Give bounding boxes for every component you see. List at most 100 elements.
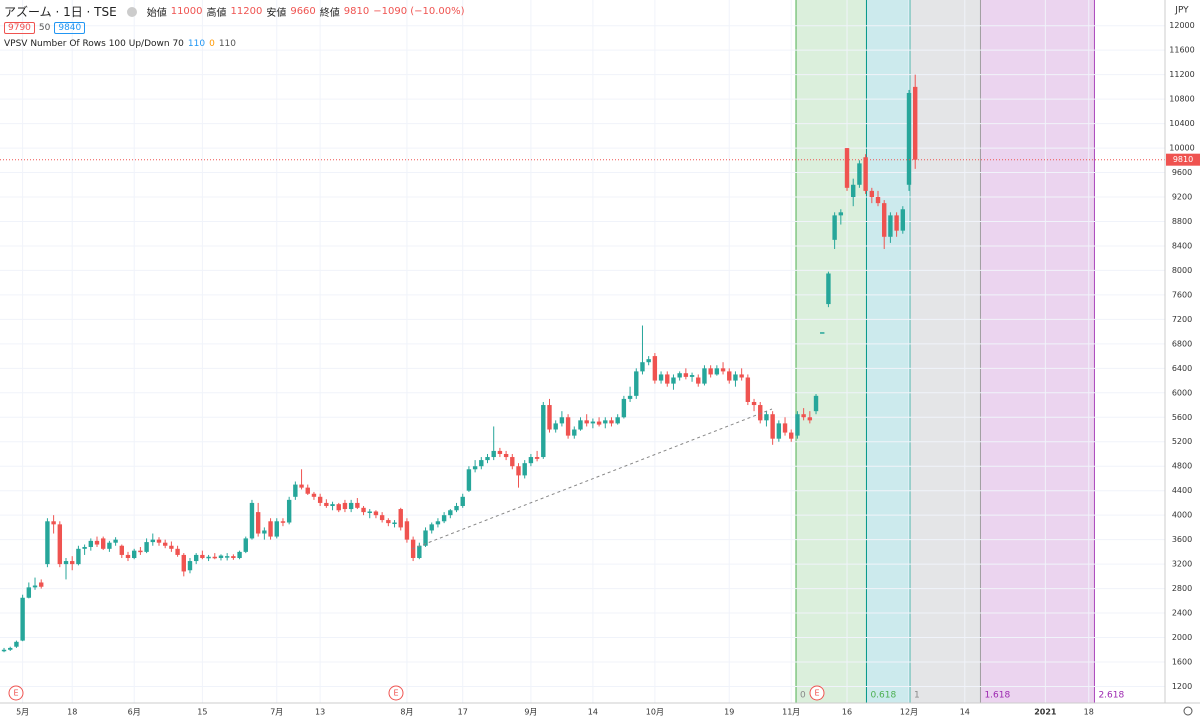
candle-body bbox=[658, 374, 664, 381]
axes: 1200160020002400280032003600400044004800… bbox=[16, 21, 1200, 717]
candle-body bbox=[503, 453, 509, 458]
y-tick-label: 9200 bbox=[1172, 193, 1192, 202]
candle-body bbox=[224, 556, 230, 558]
earnings-marker[interactable] bbox=[388, 685, 404, 701]
candle-body bbox=[386, 520, 391, 524]
candle-body bbox=[293, 484, 298, 497]
candle-body bbox=[125, 554, 131, 558]
candle-body bbox=[373, 511, 379, 516]
candle-body bbox=[615, 417, 620, 424]
settings-icon[interactable] bbox=[1183, 706, 1193, 716]
candle-body bbox=[683, 373, 689, 377]
candle-body bbox=[758, 405, 763, 421]
x-tick-label: 12月 bbox=[900, 708, 918, 717]
x-tick-label: 14 bbox=[960, 708, 970, 717]
candle-body bbox=[689, 375, 695, 377]
x-tick-label: 2021 bbox=[1034, 708, 1057, 717]
candle-body bbox=[826, 273, 831, 305]
candle-body bbox=[534, 457, 540, 459]
candle-body bbox=[714, 368, 720, 375]
earnings-marker[interactable] bbox=[8, 685, 24, 701]
candle-body bbox=[26, 587, 32, 598]
candle-body bbox=[348, 502, 354, 510]
x-tick-label: 14 bbox=[588, 708, 598, 717]
y-tick-label: 7200 bbox=[1172, 315, 1192, 324]
candle-body bbox=[299, 484, 304, 488]
x-tick-label: 18 bbox=[67, 708, 77, 717]
candle-body bbox=[553, 423, 558, 430]
close-value: 9810 bbox=[343, 6, 370, 17]
fib-label: 0.618 bbox=[870, 691, 896, 701]
ask[interactable]: 9840 bbox=[54, 22, 86, 34]
indicator-value: 110 bbox=[187, 39, 206, 49]
y-tick-label: 4400 bbox=[1172, 486, 1192, 495]
y-tick-label: 8800 bbox=[1172, 217, 1192, 226]
candle-body bbox=[206, 556, 211, 559]
candle-body bbox=[795, 414, 800, 436]
earnings-label: E bbox=[393, 689, 398, 698]
y-tick-label: 7600 bbox=[1172, 290, 1192, 299]
candle-body bbox=[330, 504, 335, 506]
candle-body bbox=[460, 496, 465, 506]
candle-body bbox=[875, 197, 881, 204]
high-label: 高値 bbox=[206, 8, 227, 19]
bid[interactable]: 9790 bbox=[4, 22, 35, 34]
candle-body bbox=[807, 417, 813, 421]
last-price-tag bbox=[1166, 153, 1200, 166]
fib-label: 2.618 bbox=[1098, 691, 1124, 701]
candle-body bbox=[665, 374, 670, 384]
candle-body bbox=[423, 530, 428, 546]
candle-body bbox=[14, 641, 19, 647]
y-tick-label: 4800 bbox=[1172, 462, 1192, 471]
candle-body bbox=[572, 429, 577, 436]
y-tick-label: 2800 bbox=[1172, 584, 1192, 593]
candle-body bbox=[101, 538, 106, 549]
x-tick-label: 10月 bbox=[646, 708, 664, 717]
y-tick-label: 6400 bbox=[1172, 364, 1192, 373]
fib-zone bbox=[980, 0, 1095, 703]
y-tick-label: 5200 bbox=[1172, 437, 1192, 446]
candle-body bbox=[782, 423, 788, 433]
fib-zones: 0 0.618 1 1.618 2.618 bbox=[795, 0, 1124, 703]
icon[interactable] bbox=[126, 6, 137, 17]
candle-body bbox=[237, 551, 242, 558]
y-tick-label: 10800 bbox=[1169, 95, 1194, 104]
candle-body bbox=[305, 487, 310, 494]
candle-body bbox=[70, 561, 75, 565]
candle-body bbox=[274, 521, 279, 537]
y-tick-label: 1200 bbox=[1172, 682, 1192, 691]
candle-body bbox=[131, 550, 137, 558]
candle-body bbox=[491, 450, 496, 458]
earnings-marker[interactable] bbox=[809, 685, 825, 701]
candle-body bbox=[76, 548, 81, 565]
candle-body bbox=[472, 466, 478, 470]
candle-body bbox=[212, 556, 217, 559]
x-tick-label: 5月 bbox=[16, 708, 29, 717]
x-tick-label: 7月 bbox=[270, 708, 283, 717]
candle-body bbox=[231, 556, 236, 558]
candle-body bbox=[857, 163, 862, 185]
candle-body bbox=[367, 511, 372, 513]
candle-body bbox=[144, 542, 149, 552]
candle-body bbox=[733, 374, 738, 381]
candle-body bbox=[832, 215, 837, 240]
candle-body bbox=[541, 405, 546, 458]
open-label: 始値 bbox=[146, 8, 167, 19]
candle-body bbox=[200, 554, 205, 558]
candle-body bbox=[516, 466, 521, 476]
candle-body bbox=[851, 184, 856, 198]
candle-body bbox=[727, 371, 732, 381]
plot bbox=[0, 74, 1165, 653]
candle-body bbox=[57, 524, 63, 565]
candle-body bbox=[547, 405, 552, 430]
candle-body bbox=[869, 190, 875, 198]
y-tick-label: 2000 bbox=[1172, 633, 1192, 642]
earnings-label: E bbox=[814, 689, 819, 698]
candle-body bbox=[702, 368, 707, 384]
candle-body bbox=[448, 510, 453, 516]
candle-body bbox=[696, 377, 701, 384]
candle-body bbox=[906, 92, 912, 185]
candle-body bbox=[522, 463, 527, 476]
y-tick-label: 12000 bbox=[1169, 21, 1194, 30]
